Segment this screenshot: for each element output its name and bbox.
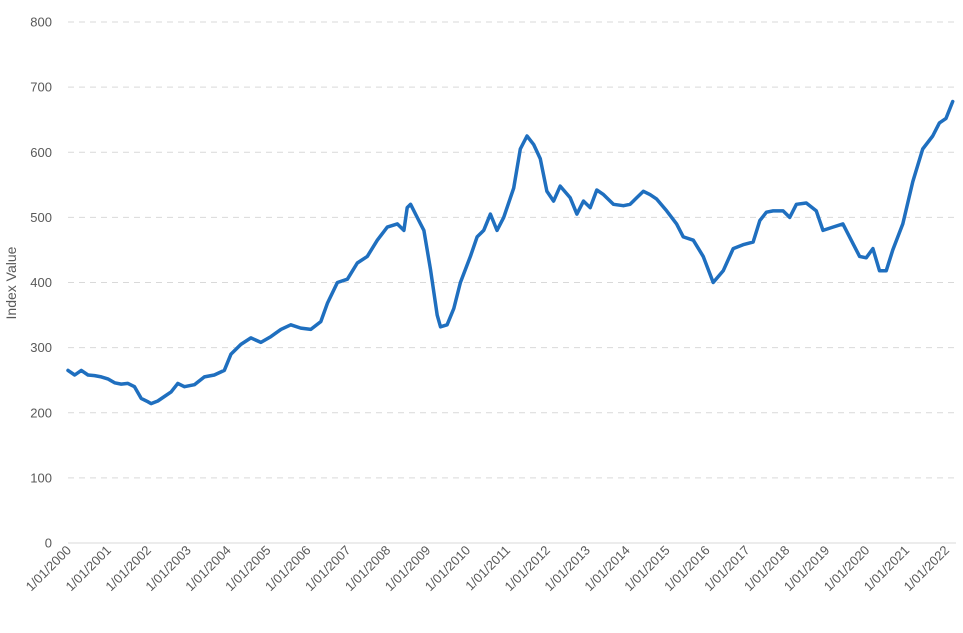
- y-tick-label: 700: [30, 80, 52, 95]
- y-tick-label: 0: [45, 536, 52, 551]
- y-tick-label: 600: [30, 145, 52, 160]
- series-line: [66, 99, 955, 406]
- y-axis-ticks: 0 100 200 300 400 500 600 700 800: [30, 15, 52, 551]
- y-tick-label: 300: [30, 340, 52, 355]
- y-tick-label: 400: [30, 275, 52, 290]
- gridlines: [68, 21, 956, 544]
- y-axis-label: Index Value: [3, 246, 19, 319]
- y-tick-label: 800: [30, 15, 52, 30]
- x-axis-ticks: 1/01/20001/01/20011/01/20021/01/20031/01…: [23, 543, 953, 595]
- y-tick-label: 100: [30, 470, 52, 485]
- y-tick-label: 500: [30, 210, 52, 225]
- y-tick-label: 200: [30, 405, 52, 420]
